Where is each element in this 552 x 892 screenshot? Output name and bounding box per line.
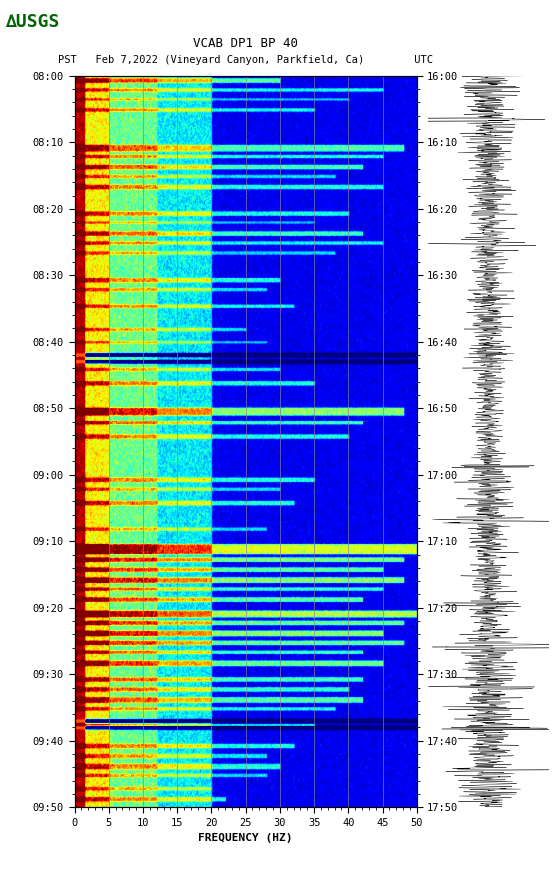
Text: ∆USGS: ∆USGS <box>6 13 60 31</box>
Text: PST   Feb 7,2022 (Vineyard Canyon, Parkfield, Ca)        UTC: PST Feb 7,2022 (Vineyard Canyon, Parkfie… <box>58 54 433 65</box>
Text: VCAB DP1 BP 40: VCAB DP1 BP 40 <box>193 37 298 50</box>
X-axis label: FREQUENCY (HZ): FREQUENCY (HZ) <box>198 833 293 843</box>
